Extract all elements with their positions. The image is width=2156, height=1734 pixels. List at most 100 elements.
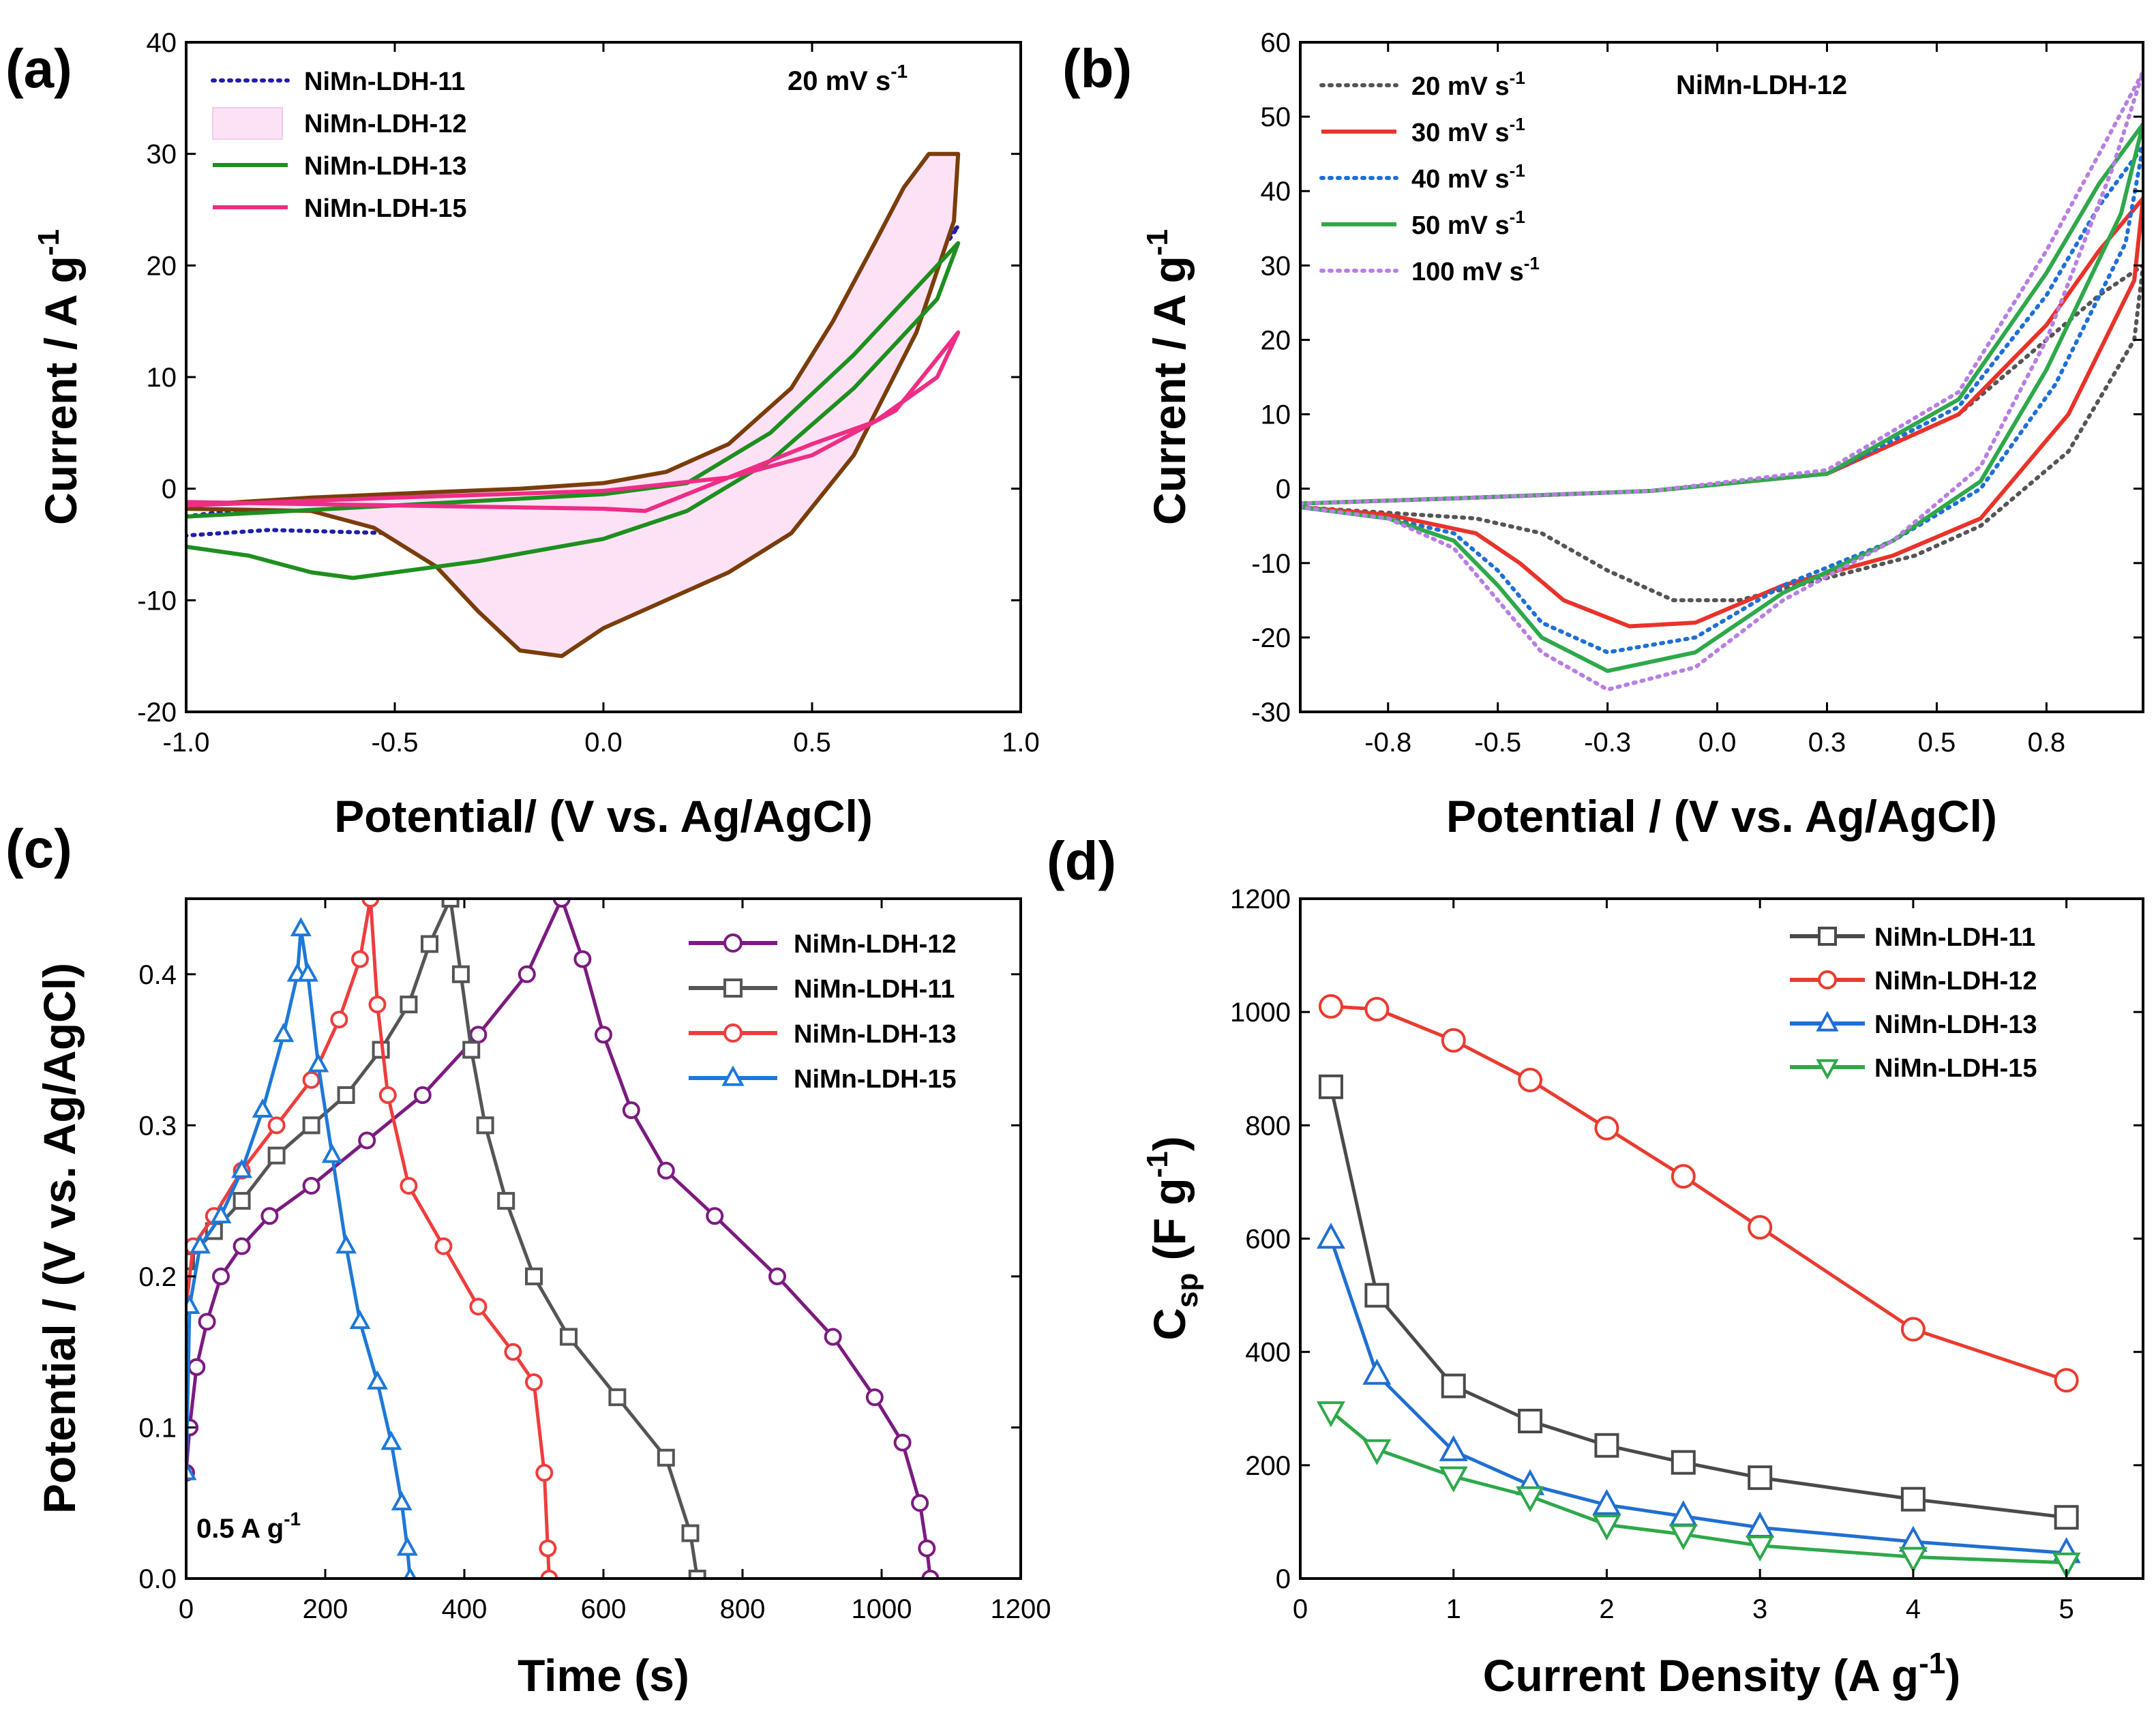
panel-a-cv-comparison: -1.0 -0.5 0.0 0.5 1.0 -20 -10 0 10 20 30 40 (a) Pot…	[5, 28, 1040, 841]
panel-c-series-nimn-ldh-11-point	[421, 935, 438, 953]
panel-c-legend-nimn-ldh-15-marker	[721, 1065, 745, 1086]
panel-d-legend-nimn-ldh-11-marker	[1818, 927, 1837, 946]
panel-b-legend-30-mv-s-1: 30 mV s-1	[1321, 114, 1525, 147]
panel-c-plot-area	[186, 899, 940, 1579]
panel-c-y-tick-label: 0.1	[138, 1413, 177, 1443]
panel-b-y-tick-label: -30	[1251, 698, 1291, 728]
panel-b-legend-30-mv-s-1-label: 30 mV s-1	[1411, 114, 1525, 147]
panel-b-legend-50-mv-s-1-label-sup: -1	[1510, 207, 1525, 227]
panel-d-x-tick-label: 3	[1752, 1594, 1767, 1624]
panel-c-series-nimn-ldh-11-point	[681, 1524, 700, 1542]
panel-c-y-tick-label: 0.0	[138, 1564, 177, 1594]
panel-a-y-tick-label: 10	[147, 363, 177, 393]
panel-a-legend-nimn-ldh-12-swatch	[212, 107, 283, 140]
panel-a-y-label-main: Current / A g	[35, 256, 86, 525]
panel-c-legend-nimn-ldh-11: NiMn-LDH-11	[689, 975, 955, 1004]
panel-c-series-nimn-ldh-13-point	[351, 950, 369, 968]
panel-d-legend-nimn-ldh-11-label: NiMn-LDH-11	[1874, 923, 2035, 952]
panel-b-y-tick-label: -20	[1251, 623, 1291, 653]
panel-d-legend-nimn-ldh-12-label-main: NiMn-LDH-12	[1874, 967, 2037, 996]
panel-a-x-axis-label: Potential/ (V vs. Ag/AgCl)	[334, 791, 873, 841]
panel-a-x-tick-label: 0.0	[584, 728, 623, 758]
panel-b-legend-50-mv-s-1-label-main: 50 mV s	[1411, 211, 1510, 240]
panel-c-series-nimn-ldh-13-point	[540, 1570, 558, 1579]
panel-a-series-nimn-ldh-15	[186, 330, 961, 513]
panel-d-series-nimn-ldh-12-point	[1518, 1067, 1543, 1092]
panel-c-series-nimn-ldh-13-point	[504, 1343, 522, 1361]
panel-c-series-nimn-ldh-13-point	[368, 996, 387, 1014]
panel-b-x-tick-label: 0.8	[2028, 728, 2066, 758]
panel-a-y-tick-label: -20	[137, 698, 177, 728]
panel-c-y-tick-label: 0.2	[138, 1262, 177, 1292]
panel-c-series-nimn-ldh-13-point	[302, 1071, 320, 1089]
panel-a-legend-nimn-ldh-12: NiMn-LDH-12	[212, 107, 467, 140]
panel-c-ticks: 0 200 400 600 800 1000 1200 0.0 0.1 0.2 0.3 0.4	[138, 899, 1051, 1624]
panel-c-series-nimn-ldh-15-point	[396, 1536, 418, 1556]
panel-d-series-nimn-ldh-15-point	[2052, 1552, 2081, 1579]
panel-d-series-nimn-ldh-15-point	[1592, 1514, 1621, 1541]
panel-b-y-tick-label: 20	[1261, 325, 1291, 355]
panel-d-series-nimn-ldh-13-point	[1316, 1223, 1345, 1249]
panel-d-series-nimn-ldh-11-point	[1671, 1450, 1696, 1475]
panel-b-y-axis-label: Current / A g-1	[1141, 229, 1195, 525]
panel-c-series-nimn-ldh-15-point	[189, 1234, 211, 1254]
panel-c-series-nimn-ldh-12-point	[657, 1161, 675, 1180]
panel-c-series-nimn-ldh-15-point	[273, 1023, 295, 1043]
panel-b-legend-50-mv-s-1-label: 50 mV s-1	[1411, 207, 1525, 240]
panel-c-x-axis-label: Time (s)	[518, 1650, 689, 1701]
panel-b-legend-30-mv-s-1-label-sup: -1	[1510, 114, 1525, 134]
panel-c-series-nimn-ldh-15-point	[380, 1431, 402, 1450]
panel-c-series-nimn-ldh-12-point	[358, 1131, 376, 1150]
panel-c-series-nimn-ldh-11-point	[657, 1448, 675, 1467]
panel-b-legend-30-mv-s-1-label-main: 30 mV s	[1411, 119, 1510, 147]
panel-d-x-axis-label: Current Density (A g-1)	[1483, 1647, 1960, 1701]
panel-a-x-tick-label: -0.5	[372, 728, 419, 758]
panel-b-x-tick-label: -0.3	[1584, 728, 1631, 758]
panel-d-legend-nimn-ldh-12-label: NiMn-LDH-12	[1874, 967, 2037, 996]
panel-d-legend-nimn-ldh-13-marker	[1816, 1011, 1839, 1032]
panel-d-x-tick-label: 1	[1446, 1594, 1461, 1624]
panel-d-legend-nimn-ldh-15: NiMn-LDH-15	[1790, 1054, 2037, 1083]
panel-c-y-axis-label: Potential / (V vs. Ag/AgCl)	[34, 963, 85, 1514]
panel-c-series-nimn-ldh-12-point	[233, 1237, 251, 1255]
panel-d-series-nimn-ldh-15-point	[1516, 1486, 1545, 1512]
panel-d-specific-capacitance: 0 1 2 3 4 5 0 200 400 600 800 1000 1200 (d) Current …	[1047, 831, 2144, 1701]
panel-c-series-nimn-ldh-12-point	[573, 950, 592, 968]
panel-a-y-tick-label: -10	[137, 586, 177, 616]
panel-c-y-tick-label: 0.4	[138, 960, 177, 990]
panel-d-series-nimn-ldh-12-point	[1318, 993, 1343, 1019]
panel-a-legend-nimn-ldh-13: NiMn-LDH-13	[213, 152, 467, 181]
panel-d-y-tick-label: 200	[1245, 1451, 1291, 1481]
panel-d-x-tick-label: 4	[1906, 1594, 1921, 1624]
panel-d-series-nimn-ldh-11-line	[1329, 1086, 2067, 1519]
panel-b-legend-50-mv-s-1: 50 mV s-1	[1321, 207, 1525, 240]
panel-b-label: (b)	[1062, 38, 1132, 99]
panel-c-x-tick-label: 1000	[852, 1594, 912, 1624]
panel-c-series-nimn-ldh-15-point	[403, 1566, 417, 1579]
panel-b-series-20-mv-s-1	[1300, 263, 2143, 603]
panel-a-ticks: -1.0 -0.5 0.0 0.5 1.0 -20 -10 0 10 20 30 40	[137, 28, 1040, 758]
panel-c-series-nimn-ldh-11-point	[400, 996, 418, 1014]
panel-c-legend-nimn-ldh-13-marker	[723, 1023, 743, 1043]
panel-c-series-nimn-ldh-11-point	[233, 1192, 251, 1210]
panel-c-x-tick-label: 200	[303, 1594, 348, 1624]
panel-d-series-nimn-ldh-11-point	[1318, 1074, 1343, 1099]
panel-c-series-nimn-ldh-12-point	[911, 1494, 929, 1512]
panel-c-series-nimn-ldh-11-point	[267, 1146, 286, 1165]
panel-b-cv-scan-rates: -0.8 -0.5 -0.3 0.0 0.3 0.5 0.8 -30 -20 -10 0 10 20 30…	[1062, 28, 2144, 841]
panel-d-y-tick-label: 600	[1245, 1225, 1291, 1255]
panel-d-legend-nimn-ldh-13-label-main: NiMn-LDH-13	[1874, 1011, 2037, 1039]
panel-d-y-tick-label: 400	[1245, 1338, 1291, 1368]
panel-a-legend-nimn-ldh-11-label: NiMn-LDH-11	[304, 68, 465, 96]
panel-a-y-tick-label: 30	[147, 140, 177, 170]
panel-b-y-label-main: Current / A g	[1144, 256, 1195, 525]
panel-b-legend: 20 mV s-130 mV s-140 mV s-150 mV s-1100 …	[1319, 68, 1540, 286]
panel-c-gcd-curves: 0 200 400 600 800 1000 1200 0.0 0.1 0.2 0.3 0.4 (c)…	[5, 818, 1051, 1701]
panel-c-series-nimn-ldh-13-point	[267, 1116, 286, 1135]
panel-c-current-main: 0.5 A g	[196, 1514, 284, 1544]
panel-d-series-nimn-ldh-13-point	[1592, 1489, 1621, 1515]
panel-c-series-nimn-ldh-12-point	[921, 1570, 940, 1579]
panel-c-x-tick-label: 600	[581, 1594, 627, 1624]
panel-a-legend-nimn-ldh-15-label-main: NiMn-LDH-15	[304, 194, 467, 223]
panel-c-series-nimn-ldh-15-point	[252, 1098, 273, 1118]
